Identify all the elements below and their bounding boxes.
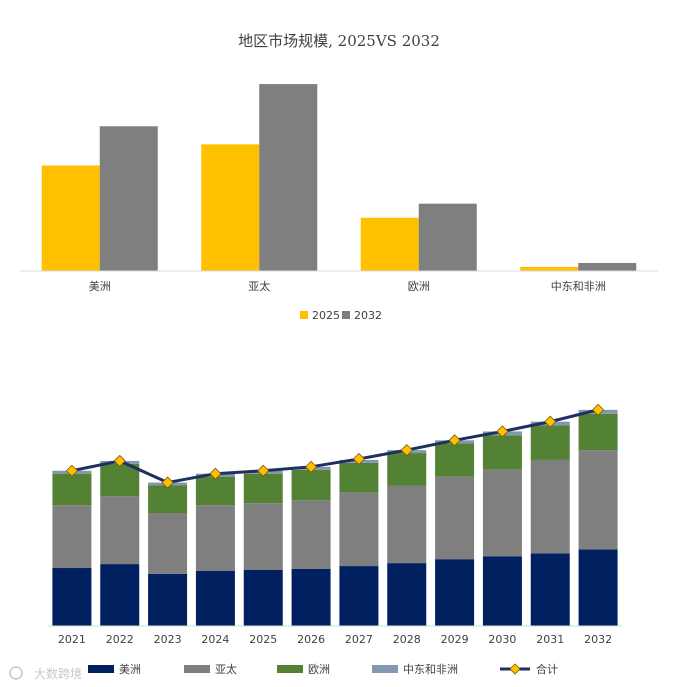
total-marker-2027: [352, 452, 365, 466]
chart2-x-tick: 2026: [297, 633, 325, 646]
stack-亚太-2026: [291, 500, 331, 570]
chart1-x-tick: 美洲: [89, 280, 111, 293]
stack-亚太-2025: [243, 503, 283, 570]
total-marker-2021: [65, 464, 78, 477]
stack-美洲-2029: [435, 559, 475, 626]
total-marker-2026: [305, 460, 318, 473]
chart2-legend-swatch-中东和非洲: [372, 665, 398, 673]
stack-亚太-2024: [195, 505, 235, 571]
total-marker-2032: [592, 403, 605, 416]
bar-2025-2: [201, 144, 260, 271]
chart2-x-tick: 2021: [58, 633, 86, 646]
chart2-legend-label-亚太: 亚太: [215, 663, 237, 676]
bar-2025-4: [520, 266, 579, 271]
chart1-x-tick: 欧洲: [408, 280, 430, 293]
watermark: 大数跨境: [9, 666, 82, 681]
stack-亚太-2032: [578, 450, 618, 550]
stack-美洲-2027: [339, 566, 379, 626]
stack-亚太-2030: [482, 469, 522, 557]
stack-欧洲-2028: [387, 453, 427, 486]
stack-美洲-2022: [100, 564, 140, 626]
chart1-legend-label-2032: 2032: [354, 309, 382, 322]
chart2-legend-swatch-美洲: [88, 665, 114, 673]
total-marker-2030: [496, 425, 509, 438]
total-marker-2022: [113, 454, 126, 467]
stack-亚太-2029: [435, 476, 475, 560]
chart2-x-tick: 2031: [536, 633, 564, 646]
stack-亚太-2028: [387, 485, 427, 564]
total-marker-2023: [161, 476, 174, 489]
chart2-x-tick: 2032: [584, 633, 612, 646]
stack-亚太-2023: [148, 513, 188, 574]
stack-欧洲-2024: [195, 476, 235, 506]
stack-美洲-2021: [52, 568, 92, 626]
stack-欧洲-2031: [530, 425, 570, 460]
stack-美洲-2031: [530, 553, 570, 626]
chart2-legend-label-合计: 合计: [536, 662, 558, 676]
bar-2025-1: [41, 165, 100, 271]
stack-欧洲-2022: [100, 463, 140, 497]
stack-欧洲-2027: [339, 462, 379, 493]
stack-美洲-2025: [243, 569, 283, 626]
watermark-logo-icon: [9, 666, 23, 680]
total-marker-2028: [400, 444, 413, 457]
chart2-x-tick: 2025: [249, 633, 277, 646]
chart2-legend-marker-icon: [509, 663, 521, 675]
stack-美洲-2026: [291, 569, 331, 626]
stack-欧洲-2025: [243, 473, 283, 504]
total-line: [71, 408, 599, 485]
yearly-stacked-chart: 2021 2022 2023 2024 2025 2026 2027 2028 2029 2030…: [48, 403, 622, 676]
chart2-x-tick: 2029: [441, 633, 469, 646]
stack-欧洲-2029: [435, 443, 475, 477]
stack-欧洲-2030: [482, 435, 522, 470]
stack-亚太-2027: [339, 492, 379, 567]
chart2-legend-label-欧洲: 欧洲: [308, 663, 330, 676]
total-marker-2025: [257, 464, 270, 477]
stack-美洲-2028: [387, 563, 427, 626]
bar-2025-3: [360, 217, 419, 271]
chart1-x-tick: 中东和非洲: [551, 280, 606, 293]
region-market-size-chart: 地区市场规模, 2025VS 2032 美洲 亚太 欧洲 中东和非洲 2025 2032: [20, 32, 658, 322]
total-marker-2031: [544, 415, 557, 428]
chart2-x-tick: 2022: [106, 633, 134, 646]
chart1-legend-label-2025: 2025: [312, 309, 340, 322]
chart2-x-tick: 2027: [345, 633, 373, 646]
stack-欧洲-2023: [148, 485, 188, 513]
stack-美洲-2032: [578, 549, 618, 626]
stack-亚太-2022: [100, 496, 140, 565]
bar-2032-3: [418, 203, 477, 271]
bar-2032-1: [99, 126, 158, 271]
chart2-x-tick: 2028: [393, 633, 421, 646]
total-marker-2029: [448, 434, 461, 447]
chart1-legend-swatch-2032: [342, 311, 350, 319]
stack-亚太-2021: [52, 505, 92, 569]
stack-欧洲-2021: [52, 473, 92, 506]
total-marker-2024: [209, 467, 222, 480]
chart2-x-tick: 2030: [488, 633, 516, 646]
chart1-title: 地区市场规模, 2025VS 2032: [238, 32, 440, 50]
chart1-legend-swatch-2025: [300, 311, 308, 319]
stack-欧洲-2032: [578, 413, 618, 451]
stack-欧洲-2026: [291, 469, 331, 501]
stack-美洲-2024: [195, 570, 235, 626]
chart2-legend-swatch-欧洲: [277, 665, 303, 673]
chart2-legend-label-美洲: 美洲: [119, 663, 141, 676]
chart2-x-tick: 2024: [201, 633, 229, 646]
chart1-x-tick: 亚太: [248, 280, 270, 293]
stack-美洲-2030: [482, 556, 522, 626]
chart2-legend-label-中东和非洲: 中东和非洲: [403, 663, 458, 676]
chart2-x-tick: 2023: [154, 633, 182, 646]
bar-2032-4: [578, 262, 637, 271]
stack-亚太-2031: [530, 459, 570, 554]
bar-2032-2: [259, 84, 318, 271]
stack-美洲-2023: [148, 573, 188, 626]
watermark-text: 大数跨境: [34, 666, 82, 681]
chart2-legend-swatch-亚太: [184, 665, 210, 673]
